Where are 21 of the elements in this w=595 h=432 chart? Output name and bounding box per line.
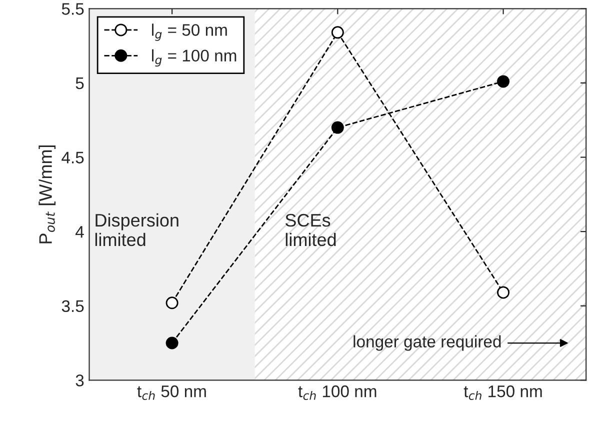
point (331, 121, 344, 134)
y-axis-title: P$_{out}$ [W/mm] (38, 145, 56, 244)
y-tick-label: 5 (76, 78, 84, 90)
legend-label: l$_{g}$ = 100 nm (152, 49, 236, 67)
point (331, 26, 344, 39)
y-tick-label: 3 (76, 374, 84, 386)
legend-label: l$_{g}$ = 50 nm (152, 24, 227, 41)
x-tick-label: t$_{ch}$ 100 nm (298, 385, 376, 400)
y-tick-label: 3.5 (62, 300, 84, 312)
band-label: SCEs limited (285, 214, 336, 246)
point (166, 336, 178, 350)
x-tick-label: t$_{ch}$ 150 nm (464, 385, 542, 400)
y-tick-label: 5.5 (62, 3, 84, 15)
point (166, 296, 178, 310)
y-tick-label: 4.5 (62, 152, 84, 164)
x-tick-label: t$_{ch}$ 50 nm (137, 385, 206, 400)
annotation: longer gate required (354, 335, 501, 351)
band-label: Dispersion limited (95, 213, 178, 246)
point (497, 75, 510, 88)
y-tick-label: 4 (76, 226, 84, 238)
point (497, 286, 510, 299)
